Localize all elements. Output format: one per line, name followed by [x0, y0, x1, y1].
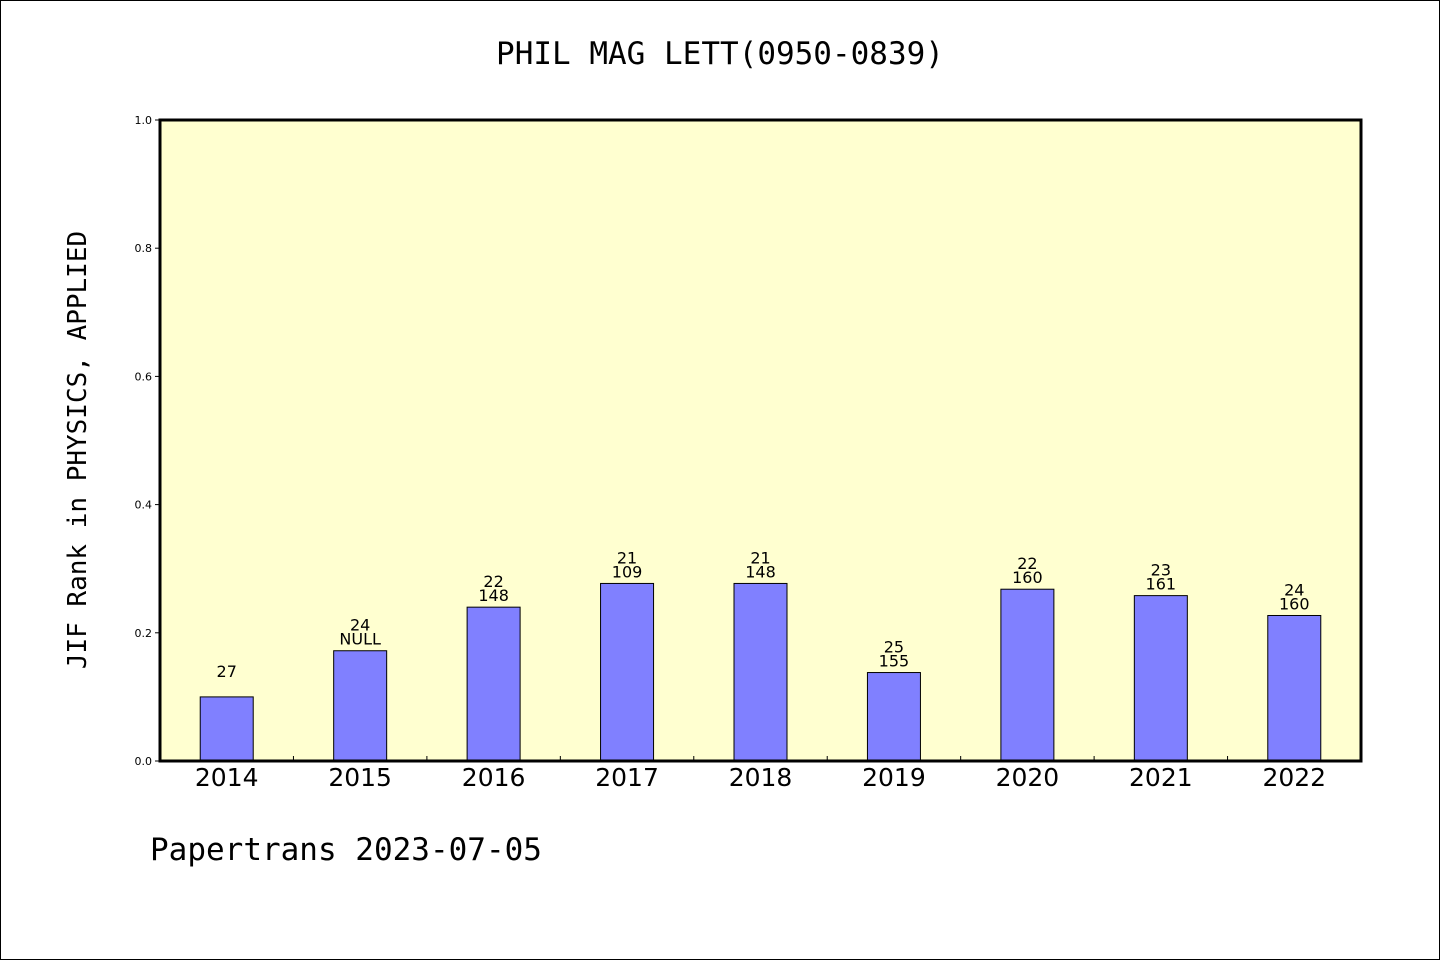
y-tick-label: 0.4: [135, 499, 153, 512]
x-tick-label: 2020: [996, 763, 1060, 792]
bar-label-bottom: 160: [1279, 594, 1310, 613]
bar-label-top: 22: [483, 572, 503, 591]
x-tick-label: 2018: [729, 763, 793, 792]
y-tick-label: 0.6: [135, 370, 153, 383]
bar-label-top: 24: [350, 616, 370, 635]
bar-label-top: 23: [1151, 561, 1171, 580]
bar-label-top: 25: [884, 638, 904, 657]
bar-label-bottom: 161: [1146, 575, 1177, 594]
x-tick-label: 2015: [328, 763, 392, 792]
y-tick-label: 1.0: [135, 114, 153, 127]
bar: [333, 650, 388, 762]
footer-text: Papertrans 2023-07-05: [150, 832, 542, 868]
x-tick-label: 2021: [1129, 763, 1193, 792]
bar: [733, 582, 788, 762]
x-tick-label: 2022: [1262, 763, 1326, 792]
bar-label-top: 21: [617, 548, 637, 567]
bar-label-top: 24: [1284, 580, 1304, 599]
plot-border: [158, 118, 1363, 763]
bar-label-top: 22: [1017, 554, 1037, 573]
bar: [1267, 614, 1322, 762]
y-tick-label: 0.0: [135, 755, 153, 768]
bar-label-bottom: NULL: [339, 630, 381, 649]
bar-label-bottom: 148: [745, 562, 776, 581]
x-tick-label: 2016: [462, 763, 526, 792]
x-tick-label: 2019: [862, 763, 926, 792]
x-tick-label: 2014: [195, 763, 259, 792]
chart-title: PHIL MAG LETT(0950-0839): [496, 36, 944, 72]
bar-label-bottom: 155: [879, 652, 910, 671]
bar: [600, 582, 655, 762]
y-tick-label: 0.8: [135, 242, 153, 255]
bar-label-top: 21: [750, 548, 770, 567]
bar: [466, 606, 521, 762]
bar: [1000, 588, 1055, 762]
bar: [866, 672, 921, 762]
x-tick-label: 2017: [595, 763, 659, 792]
y-tick-label: 0.2: [135, 627, 153, 640]
bar-label-bottom: 148: [478, 586, 509, 605]
bar-label-bottom: 27: [217, 662, 237, 681]
bar-label-bottom: 160: [1012, 568, 1043, 587]
bar: [1133, 595, 1188, 762]
bar: [199, 696, 254, 762]
bar-label-bottom: 109: [612, 562, 643, 581]
